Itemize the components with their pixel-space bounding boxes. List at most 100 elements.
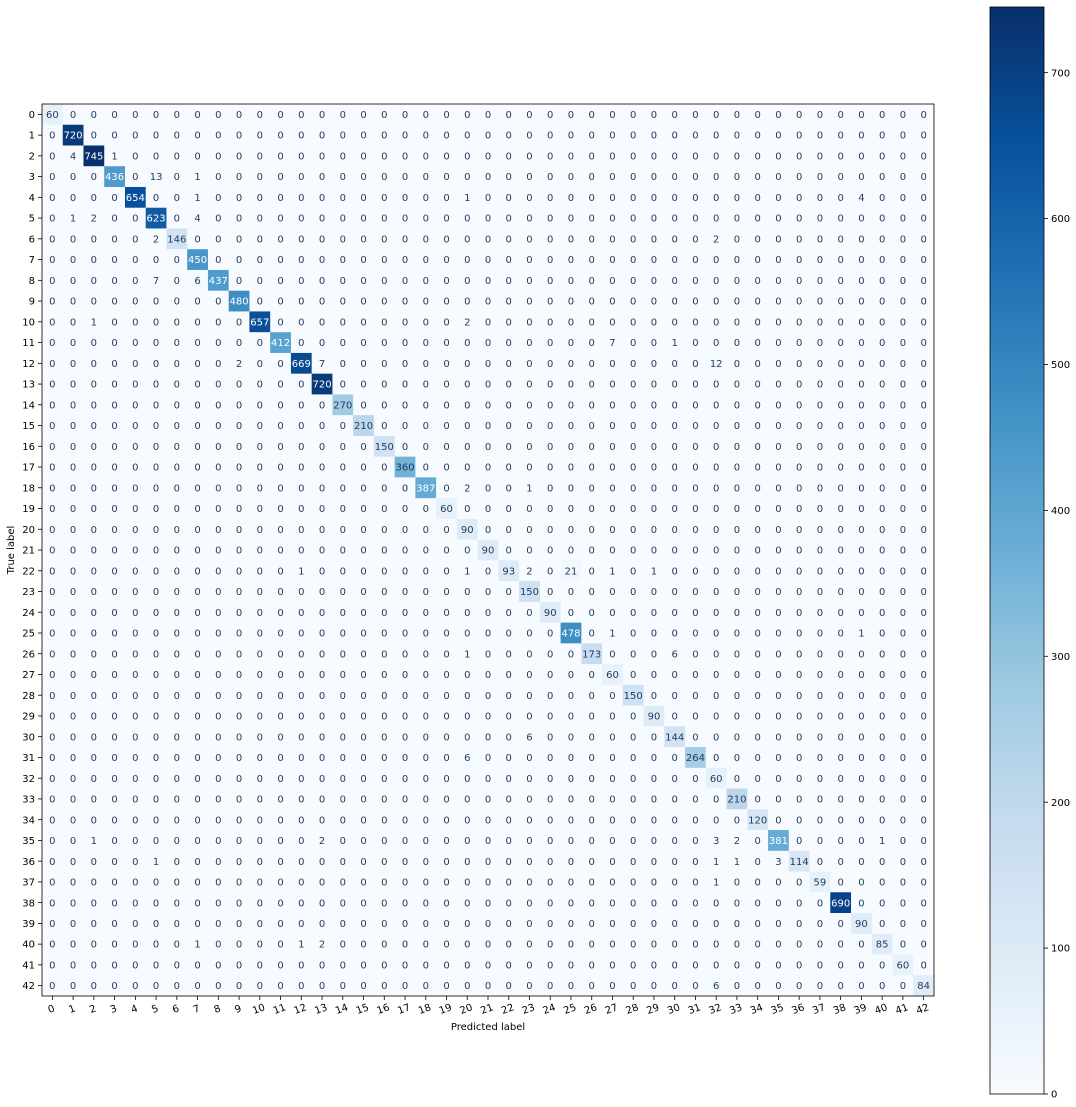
heatmap-cell xyxy=(415,311,437,333)
cell-value-label: 0 xyxy=(174,836,180,847)
cell-value-label: 0 xyxy=(257,442,263,453)
heatmap-cell xyxy=(104,726,126,748)
heatmap-cell xyxy=(768,332,790,354)
heatmap-cell xyxy=(685,788,707,810)
cell-value-label: 0 xyxy=(796,359,802,370)
cell-value-label: 0 xyxy=(215,359,221,370)
heatmap-cell xyxy=(290,954,313,976)
heatmap-cell xyxy=(913,913,935,935)
heatmap-cell xyxy=(249,269,271,292)
cell-value-label: 7 xyxy=(153,276,159,287)
heatmap-cell xyxy=(871,871,893,893)
heatmap-cell xyxy=(685,518,707,541)
heatmap-cell xyxy=(705,705,727,727)
x-tick-label: 15 xyxy=(355,1002,371,1017)
cell-value-label: 0 xyxy=(506,836,512,847)
heatmap-cell xyxy=(42,954,64,976)
cell-value-label: 0 xyxy=(734,172,740,183)
heatmap-cell xyxy=(685,975,707,997)
cell-value-label: 0 xyxy=(672,878,678,889)
heatmap-cell xyxy=(207,539,230,561)
heatmap-cell xyxy=(892,145,914,167)
heatmap-cell xyxy=(124,477,147,499)
heatmap-cell xyxy=(809,788,831,810)
x-tick-label: 4 xyxy=(130,1003,140,1016)
heatmap-cell xyxy=(602,124,624,146)
cell-value-label: 0 xyxy=(692,276,698,287)
cell-value-label: 0 xyxy=(153,795,159,806)
cell-value-label: 0 xyxy=(319,214,325,225)
cell-value-label: 0 xyxy=(900,504,906,515)
heatmap-cell xyxy=(643,228,665,250)
cell-value-label: 0 xyxy=(692,546,698,557)
cell-value-label: 480 xyxy=(230,297,249,308)
cell-value-label: 0 xyxy=(900,442,906,453)
heatmap-cell xyxy=(539,186,561,209)
heatmap-cell xyxy=(871,435,893,458)
heatmap-cell xyxy=(477,207,499,229)
cell-value-label: 0 xyxy=(775,981,781,992)
heatmap-cell xyxy=(83,249,105,271)
heatmap-cell xyxy=(643,830,665,852)
heatmap-cell xyxy=(581,892,603,914)
cell-value-label: 0 xyxy=(277,649,283,660)
cell-value-label: 0 xyxy=(485,712,491,723)
heatmap-cell xyxy=(809,104,831,126)
cell-value-label: 0 xyxy=(111,857,117,868)
cell-value-label: 0 xyxy=(485,774,491,785)
heatmap-cell xyxy=(913,269,935,292)
heatmap-cell xyxy=(353,311,375,333)
heatmap-cell xyxy=(664,975,686,997)
heatmap-cell xyxy=(311,684,333,706)
cell-value-label: 0 xyxy=(672,193,678,204)
cell-value-label: 0 xyxy=(319,255,325,266)
cell-value-label: 0 xyxy=(858,981,864,992)
cell-value-label: 0 xyxy=(775,670,781,681)
cell-value-label: 0 xyxy=(734,774,740,785)
heatmap-cell xyxy=(643,809,665,831)
cell-value-label: 0 xyxy=(526,670,532,681)
cell-value-label: 0 xyxy=(837,857,843,868)
heatmap-cell xyxy=(602,913,624,935)
cell-value-label: 0 xyxy=(277,878,283,889)
heatmap-cell xyxy=(871,311,893,333)
cell-value-label: 0 xyxy=(900,110,906,121)
cell-value-label: 0 xyxy=(672,359,678,370)
cell-value-label: 0 xyxy=(775,919,781,930)
cell-value-label: 0 xyxy=(194,815,200,826)
cell-value-label: 0 xyxy=(381,131,387,142)
heatmap-cell xyxy=(394,975,416,997)
heatmap-cell xyxy=(373,269,396,292)
heatmap-cell xyxy=(685,622,707,644)
heatmap-cell xyxy=(207,767,230,789)
cell-value-label: 0 xyxy=(754,960,760,971)
heatmap-cell xyxy=(788,477,810,499)
heatmap-cell xyxy=(166,498,188,520)
heatmap-cell xyxy=(892,186,914,209)
cell-value-label: 0 xyxy=(360,795,366,806)
heatmap-cell xyxy=(768,788,790,810)
heatmap-cell xyxy=(353,249,375,271)
heatmap-cell xyxy=(124,415,147,437)
cell-value-label: 0 xyxy=(464,960,470,971)
cell-value-label: 0 xyxy=(298,587,304,598)
cell-value-label: 0 xyxy=(900,878,906,889)
heatmap-cell xyxy=(892,643,914,665)
cell-value-label: 0 xyxy=(672,629,678,640)
heatmap-cell xyxy=(436,726,458,748)
cell-value-label: 0 xyxy=(692,587,698,598)
cell-value-label: 21 xyxy=(565,566,578,577)
heatmap-cell xyxy=(332,145,354,167)
cell-value-label: 1 xyxy=(609,629,615,640)
heatmap-cell xyxy=(643,415,665,437)
cell-value-label: 0 xyxy=(672,919,678,930)
heatmap-cell xyxy=(622,850,644,872)
cell-value-label: 0 xyxy=(194,463,200,474)
x-tick-label: 21 xyxy=(479,1002,495,1017)
heatmap-cell xyxy=(290,747,313,769)
cell-value-label: 0 xyxy=(70,732,76,743)
heatmap-cell xyxy=(560,581,582,603)
heatmap-cell xyxy=(643,705,665,727)
cell-value-label: 0 xyxy=(49,421,55,432)
cell-value-label: 3 xyxy=(775,857,781,868)
